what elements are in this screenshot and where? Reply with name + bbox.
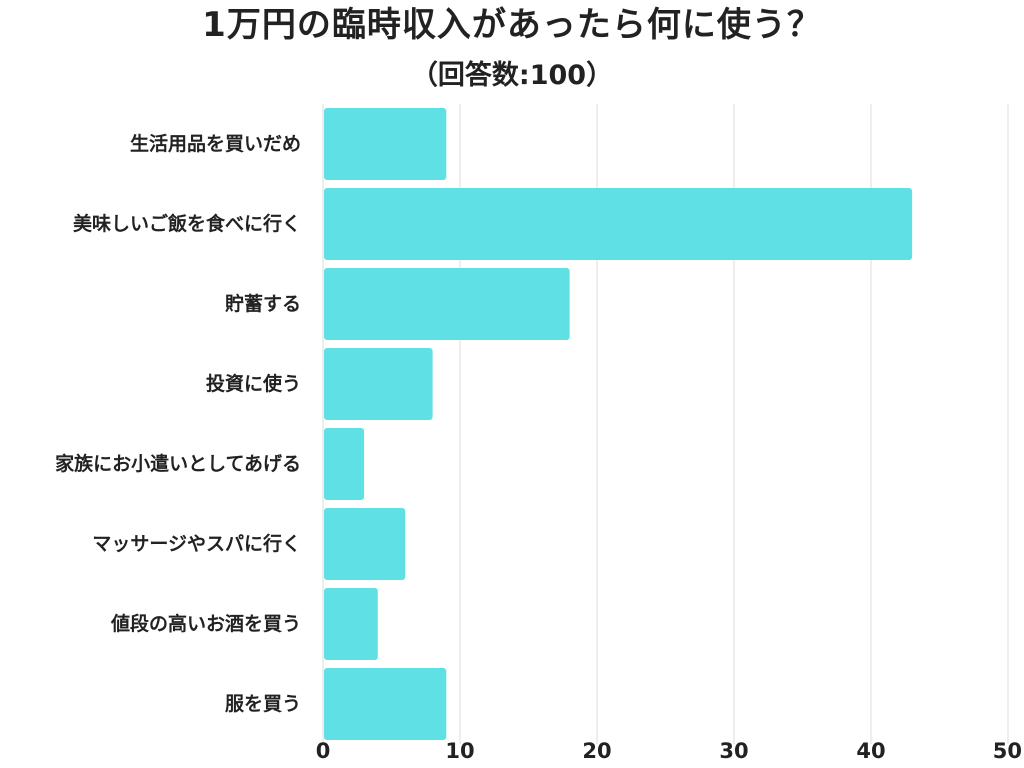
bar [324, 188, 913, 260]
category-label: 値段の高いお酒を買う [110, 612, 301, 635]
category-label: 生活用品を買いだめ [130, 132, 301, 155]
category-label: 投資に使う [206, 372, 301, 395]
category-label: 家族にお小遣いとしてあげる [55, 452, 301, 475]
x-tick-label: 20 [582, 739, 611, 763]
bar [324, 268, 570, 340]
x-tick-label: 30 [719, 739, 748, 763]
category-label: 貯蓄する [225, 292, 301, 315]
category-label: 美味しいご飯を食べに行く [73, 212, 301, 235]
x-tick-labels: 0 10 20 30 40 50 [316, 739, 1022, 763]
x-tick-label: 50 [993, 739, 1022, 763]
category-labels: 生活用品を買いだめ美味しいご飯を食べに行く貯蓄する投資に使う家族にお小遣いとして… [55, 132, 301, 715]
x-tick-label: 40 [856, 739, 885, 763]
chart-title: 1万円の臨時収入があったら何に使う？ [202, 5, 822, 45]
bar [324, 508, 406, 580]
bars [324, 108, 913, 740]
bar [324, 428, 365, 500]
bar [324, 588, 378, 660]
category-label: マッサージやスパに行く [92, 532, 301, 555]
x-tick-label: 0 [316, 739, 331, 763]
bar [324, 348, 433, 420]
category-label: 服を買う [225, 693, 301, 715]
bar [324, 668, 447, 740]
x-tick-label: 10 [445, 739, 474, 763]
bar [324, 108, 447, 180]
chart-subtitle: （回答数:100） [410, 60, 614, 91]
